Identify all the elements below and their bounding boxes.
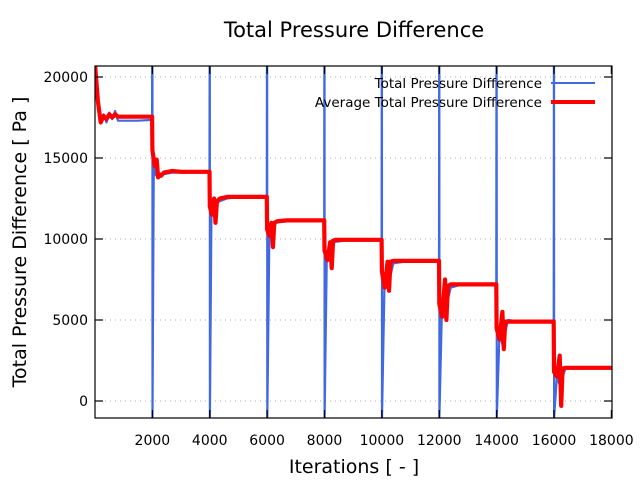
- axis-ticks: [95, 66, 612, 418]
- y-tick-labels: 0 5000 10000 15000 20000: [43, 70, 88, 410]
- x-tick-label: 8000: [307, 433, 343, 449]
- x-tick-label: 6000: [249, 433, 285, 449]
- series-line-total-pressure: [95, 66, 612, 418]
- y-tick-label: 5000: [52, 313, 88, 329]
- x-tick-labels: 2000 4000 6000 8000 10000 12000 14000 16000 1800…: [135, 433, 634, 449]
- y-tick-label: 15000: [43, 151, 88, 167]
- y-tick-label: 10000: [43, 232, 88, 248]
- y-tick-label: 0: [79, 394, 88, 410]
- chart-title: Total Pressure Difference: [223, 18, 484, 42]
- x-tick-label: 12000: [417, 433, 462, 449]
- legend-item-total-pressure: Total Pressure Difference: [374, 76, 595, 92]
- x-axis-label: Iterations [ - ]: [289, 456, 419, 478]
- legend-item-average-total-pressure: Average Total Pressure Difference: [315, 95, 595, 111]
- legend-label: Average Total Pressure Difference: [315, 95, 542, 111]
- plot-frame: [94, 65, 613, 419]
- x-tick-label: 2000: [135, 433, 171, 449]
- legend: Total Pressure Difference Average Total …: [315, 76, 595, 111]
- x-tick-label: 18000: [589, 433, 634, 449]
- y-tick-label: 20000: [43, 70, 88, 86]
- x-tick-label: 4000: [192, 433, 228, 449]
- x-tick-label: 14000: [474, 433, 519, 449]
- x-tick-label: 10000: [360, 433, 405, 449]
- y-axis-label: Total Pressure Difference [ Pa ]: [9, 97, 31, 389]
- series-layer: [95, 66, 612, 418]
- x-tick-label: 16000: [532, 433, 577, 449]
- series-line-average-total-pressure: [95, 66, 612, 408]
- legend-label: Total Pressure Difference: [374, 76, 542, 92]
